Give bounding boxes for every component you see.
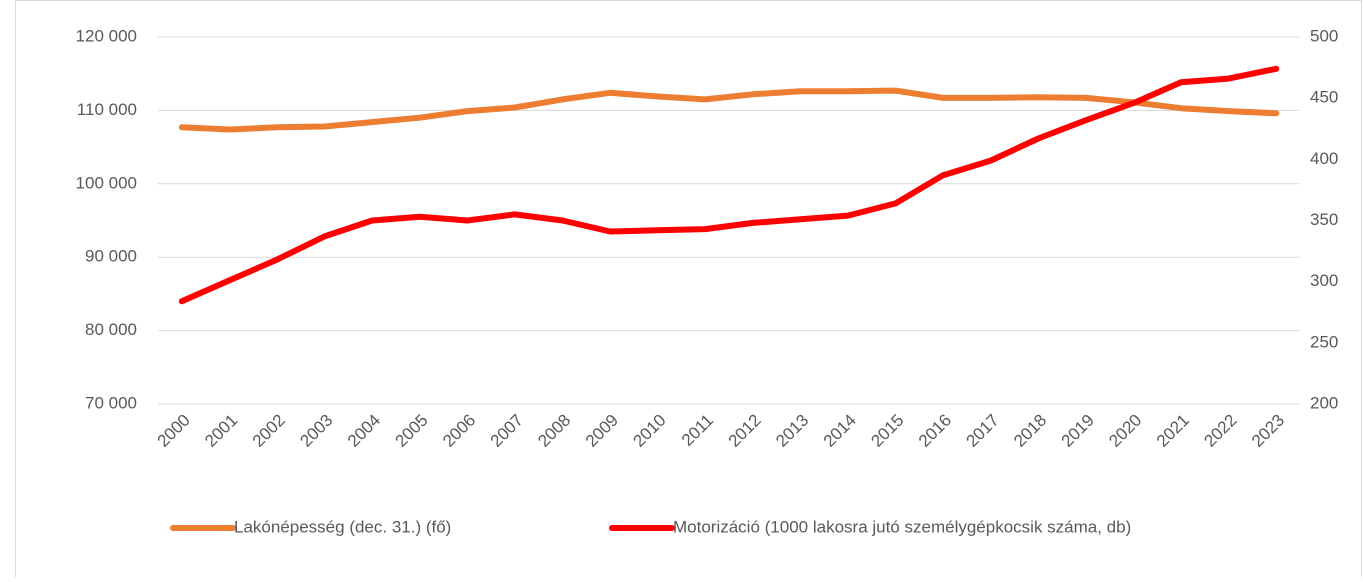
y2-tick-label: 500 (1310, 26, 1338, 45)
x-tick-label: 2010 (629, 411, 669, 451)
legend-label: Motorizáció (1000 lakosra jutó személygé… (673, 517, 1131, 536)
x-tick-label: 2018 (1010, 411, 1050, 451)
x-tick-label: 2011 (678, 411, 717, 450)
x-tick-label: 2007 (487, 411, 527, 451)
x-tick-label: 2005 (392, 411, 432, 451)
y2-tick-label: 200 (1310, 393, 1338, 412)
x-tick-label: 2014 (820, 411, 860, 451)
y2-tick-label: 250 (1310, 332, 1338, 351)
y-tick-label: 100 000 (76, 173, 137, 192)
x-tick-label: 2012 (725, 411, 765, 451)
x-tick-label: 2021 (1153, 411, 1193, 451)
chart-border (15, 0, 1362, 582)
y-tick-label: 120 000 (76, 26, 137, 45)
x-tick-label: 2022 (1200, 411, 1240, 451)
x-tick-label: 2006 (439, 411, 479, 451)
x-tick-label: 2002 (249, 411, 289, 451)
y2-tick-label: 450 (1310, 88, 1338, 107)
x-tick-label: 2008 (534, 411, 574, 451)
y2-tick-label: 350 (1310, 210, 1338, 229)
x-tick-label: 2019 (1058, 411, 1098, 451)
x-tick-label: 2023 (1248, 411, 1288, 451)
series-line (178, 65, 1280, 305)
x-tick-label: 2013 (772, 411, 812, 451)
x-tick-label: 2009 (582, 411, 622, 451)
x-tick-label: 2004 (344, 411, 384, 451)
y2-tick-label: 300 (1310, 271, 1338, 290)
x-tick-label: 2017 (963, 411, 1003, 451)
y-tick-label: 90 000 (85, 247, 137, 266)
x-tick-label: 2000 (154, 411, 194, 451)
y-tick-label: 80 000 (85, 320, 137, 339)
x-tick-label: 2001 (201, 411, 241, 451)
legend-label: Lakónépesség (dec. 31.) (fő) (234, 517, 451, 536)
y-tick-label: 110 000 (77, 100, 137, 119)
x-tick-label: 2016 (915, 411, 955, 451)
y2-tick-label: 400 (1310, 149, 1338, 168)
series-line (178, 87, 1280, 133)
y-tick-label: 70 000 (85, 393, 137, 412)
x-tick-label: 2003 (296, 411, 336, 451)
x-tick-label: 2015 (867, 411, 907, 451)
x-tick-label: 2020 (1105, 411, 1145, 451)
